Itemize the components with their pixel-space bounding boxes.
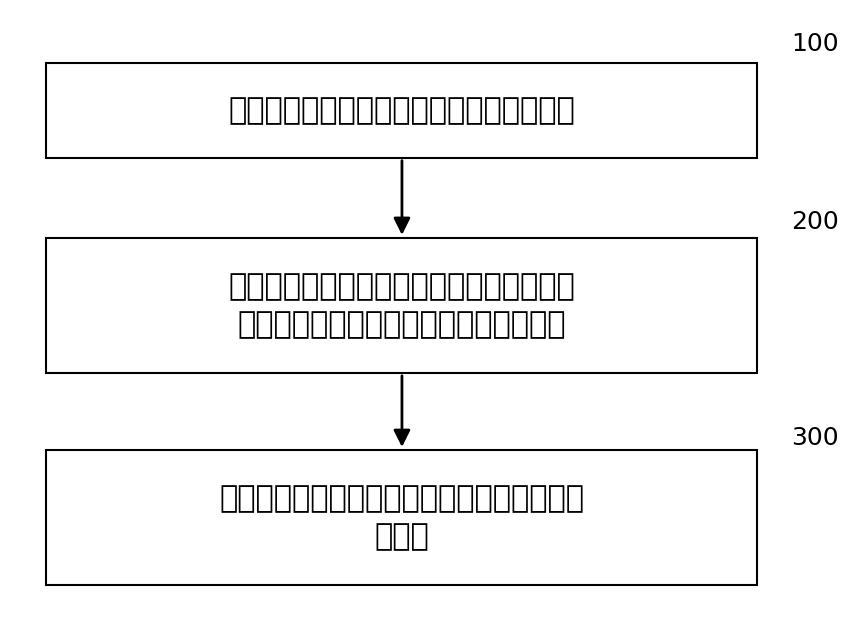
Text: 200: 200	[791, 211, 839, 234]
Text: 在梯度图像内根据分别形成的第一次边缘识
别和第二次边缘识别生成确切的组织轮廓: 在梯度图像内根据分别形成的第一次边缘识 别和第二次边缘识别生成确切的组织轮廓	[229, 272, 575, 339]
Text: 300: 300	[791, 426, 839, 450]
Text: 对灰度图像进行预处理获得对应的梯度图像: 对灰度图像进行预处理获得对应的梯度图像	[229, 96, 575, 125]
Text: 根据组织轮廓间的变化趋势形成软骨组织的立
体轮廓: 根据组织轮廓间的变化趋势形成软骨组织的立 体轮廓	[219, 484, 585, 551]
FancyBboxPatch shape	[46, 450, 758, 585]
Text: 100: 100	[791, 32, 839, 56]
FancyBboxPatch shape	[46, 62, 758, 158]
FancyBboxPatch shape	[46, 238, 758, 373]
